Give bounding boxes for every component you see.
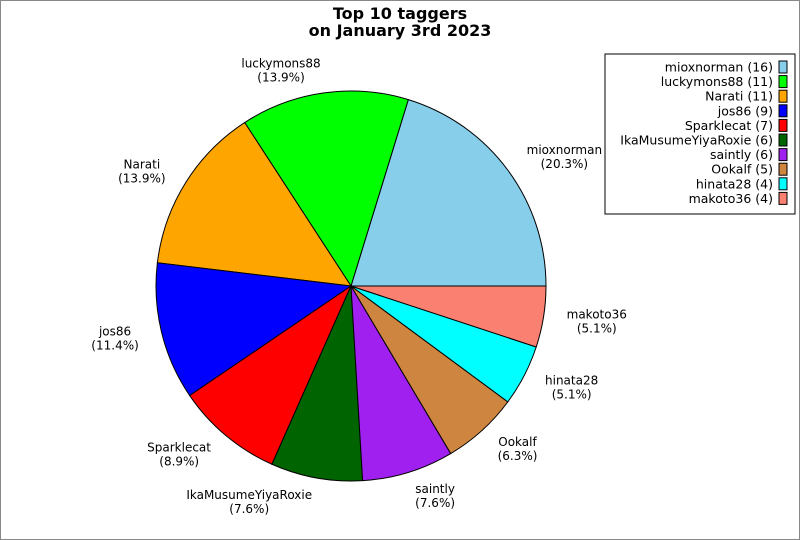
legend-entry: Sparklecat (7) — [685, 118, 773, 133]
legend-entry: Narati (11) — [705, 89, 773, 104]
pie-slice-mioxnorman — [350, 98, 547, 287]
slice-percent-label: (5.1%) — [577, 322, 617, 336]
slice-percent-label: (6.3%) — [498, 449, 538, 463]
slice-label: jos86 — [98, 325, 131, 339]
slice-label: hinata28 — [545, 373, 598, 387]
slice-percent-label: (13.9%) — [257, 71, 304, 85]
chart-title-line-1: Top 10 taggers — [333, 4, 467, 23]
legend-entry: saintly (6) — [710, 147, 773, 162]
legend-swatch — [778, 148, 788, 162]
pie-slice-jos86 — [155, 262, 353, 397]
slice-label: Ookalf — [498, 435, 537, 449]
legend-box — [604, 53, 796, 215]
slice-label: makoto36 — [567, 308, 627, 322]
slice-percent-label: (5.1%) — [552, 387, 592, 401]
legend-swatch — [778, 75, 788, 89]
legend-swatch — [778, 191, 788, 205]
slice-percent-label: (7.6%) — [415, 496, 455, 510]
legend-swatch — [778, 60, 788, 74]
legend-entry: luckymons88 (11) — [661, 74, 773, 89]
pie-slice-makoto36 — [350, 285, 547, 348]
legend-entry: mioxnorman (16) — [665, 60, 773, 75]
legend-entry: Ookalf (5) — [711, 162, 773, 177]
slice-percent-label: (13.9%) — [118, 172, 165, 186]
legend-swatch — [778, 89, 788, 103]
slice-percent-label: (7.6%) — [229, 502, 269, 516]
slice-label: Sparklecat — [147, 441, 211, 455]
slice-label: mioxnorman — [527, 143, 602, 157]
pie-slice-luckymons88 — [243, 90, 409, 288]
slice-percent-label: (8.9%) — [159, 455, 199, 469]
pie-slice-Sparklecat — [188, 284, 353, 465]
legend-swatch — [778, 133, 788, 147]
legend-swatch — [778, 177, 788, 191]
slice-percent-label: (11.4%) — [91, 339, 138, 353]
slice-percent-label: (20.3%) — [541, 157, 588, 171]
legend-swatch — [778, 104, 788, 118]
slice-label: saintly — [415, 482, 455, 496]
legend-swatch — [778, 162, 788, 176]
legend-entry: IkaMusumeYiyaRoxie (6) — [620, 133, 773, 148]
legend-entry: jos86 (9) — [717, 103, 773, 118]
legend: mioxnorman (16)luckymons88 (11)Narati (1… — [604, 53, 796, 215]
legend-entry: hinata28 (4) — [696, 176, 773, 191]
slice-label: Narati — [124, 158, 161, 172]
chart-title-line-2: on January 3rd 2023 — [309, 21, 492, 40]
pie-slice-Narati — [156, 121, 353, 287]
pie-slices — [155, 90, 547, 482]
slice-labels: mioxnorman(20.3%)luckymons88(13.9%)Narat… — [91, 57, 627, 516]
legend-entry: makoto36 (4) — [689, 191, 773, 206]
slice-label: luckymons88 — [241, 57, 320, 71]
slice-label: IkaMusumeYiyaRoxie — [186, 488, 312, 502]
legend-swatch — [778, 118, 788, 132]
